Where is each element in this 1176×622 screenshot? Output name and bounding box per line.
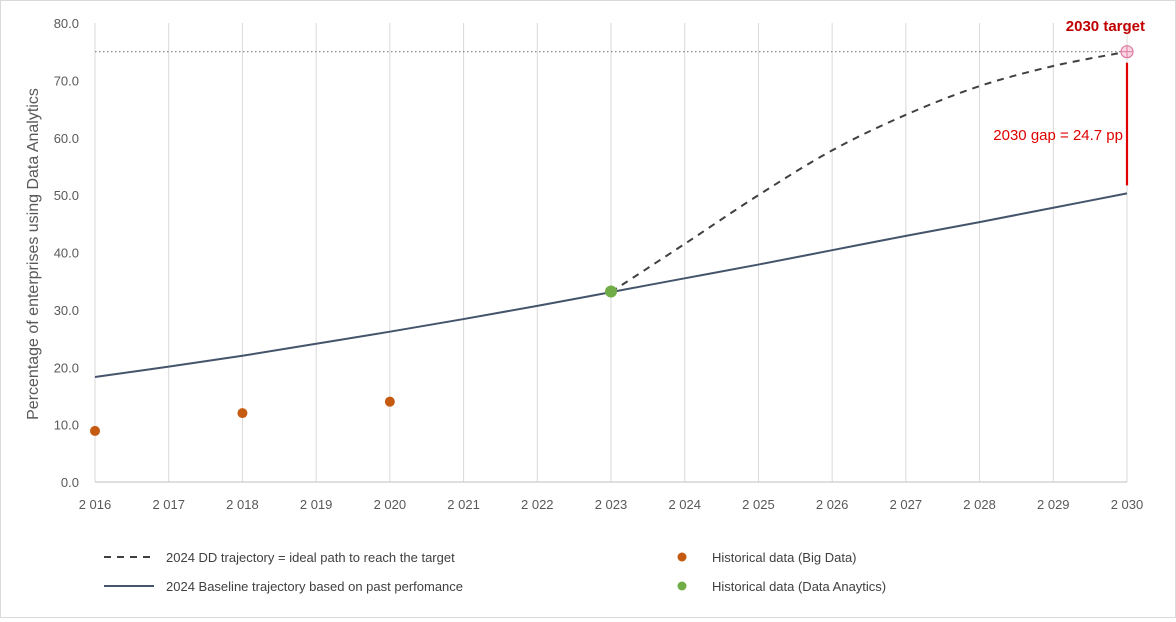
legend-label-dd-trajectory: 2024 DD trajectory = ideal path to reach… (166, 550, 455, 565)
legend-marker-big-data (677, 552, 687, 562)
series-line-dd-trajectory (610, 50, 1128, 293)
x-tick-label: 2 030 (1111, 497, 1144, 512)
annotation-layer: 2030 target 2030 gap = 24.7 pp (993, 18, 1145, 144)
y-tick-label: 10.0 (54, 418, 79, 433)
x-tick-label: 2 028 (963, 497, 996, 512)
y-tick-label: 70.0 (54, 73, 79, 88)
x-tick-label: 2 022 (521, 497, 554, 512)
y-tick-label: 0.0 (61, 475, 79, 490)
x-tick-label: 2 021 (447, 497, 480, 512)
series-layer (90, 45, 1134, 436)
axis-layer: 2 016 2 017 2 018 2 019 2 020 2 021 2 022 2 023… (54, 16, 1144, 512)
y-tick-label: 40.0 (54, 246, 79, 261)
legend-label-data-analytics: Historical data (Data Anaytics) (712, 579, 886, 594)
x-tick-label: 2 016 (79, 497, 112, 512)
legend-marker-data-analytics (677, 581, 687, 591)
legend: 2024 DD trajectory = ideal path to reach… (104, 550, 886, 594)
data-point-data-analytics (605, 285, 617, 298)
x-tick-label: 2 023 (595, 497, 628, 512)
legend-label-big-data: Historical data (Big Data) (712, 550, 857, 565)
y-tick-label: 20.0 (54, 360, 79, 375)
x-tick-label: 2 024 (668, 497, 701, 512)
x-tick-label: 2 018 (226, 497, 259, 512)
data-point-big-data (90, 425, 100, 436)
data-point-big-data (237, 408, 248, 419)
x-tick-label: 2 020 (374, 497, 407, 512)
x-tick-label: 2 019 (300, 497, 333, 512)
x-tick-label: 2 026 (816, 497, 849, 512)
data-point-big-data (384, 396, 395, 407)
gap-label: 2030 gap = 24.7 pp (993, 127, 1123, 144)
y-axis-title: Percentage of enterprises using Data Ana… (25, 88, 42, 420)
y-tick-label: 80.0 (54, 16, 79, 31)
x-tick-label: 2 017 (152, 497, 185, 512)
x-tick-label: 2 027 (890, 497, 923, 512)
x-tick-label: 2 029 (1037, 497, 1070, 512)
y-tick-label: 50.0 (54, 188, 79, 203)
x-tick-label: 2 025 (742, 497, 775, 512)
y-tick-label: 60.0 (54, 131, 79, 146)
y-tick-label: 30.0 (54, 303, 79, 318)
legend-label-baseline: 2024 Baseline trajectory based on past p… (166, 579, 463, 594)
target-label: 2030 target (1066, 18, 1145, 35)
grid-layer (94, 23, 1128, 482)
